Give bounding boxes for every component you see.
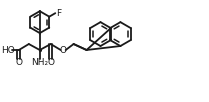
Text: O: O — [59, 45, 66, 54]
Text: NH₂: NH₂ — [31, 58, 48, 67]
Text: O: O — [47, 58, 54, 67]
Text: HO: HO — [1, 45, 15, 54]
Text: O: O — [15, 58, 22, 67]
Text: F: F — [56, 9, 61, 18]
